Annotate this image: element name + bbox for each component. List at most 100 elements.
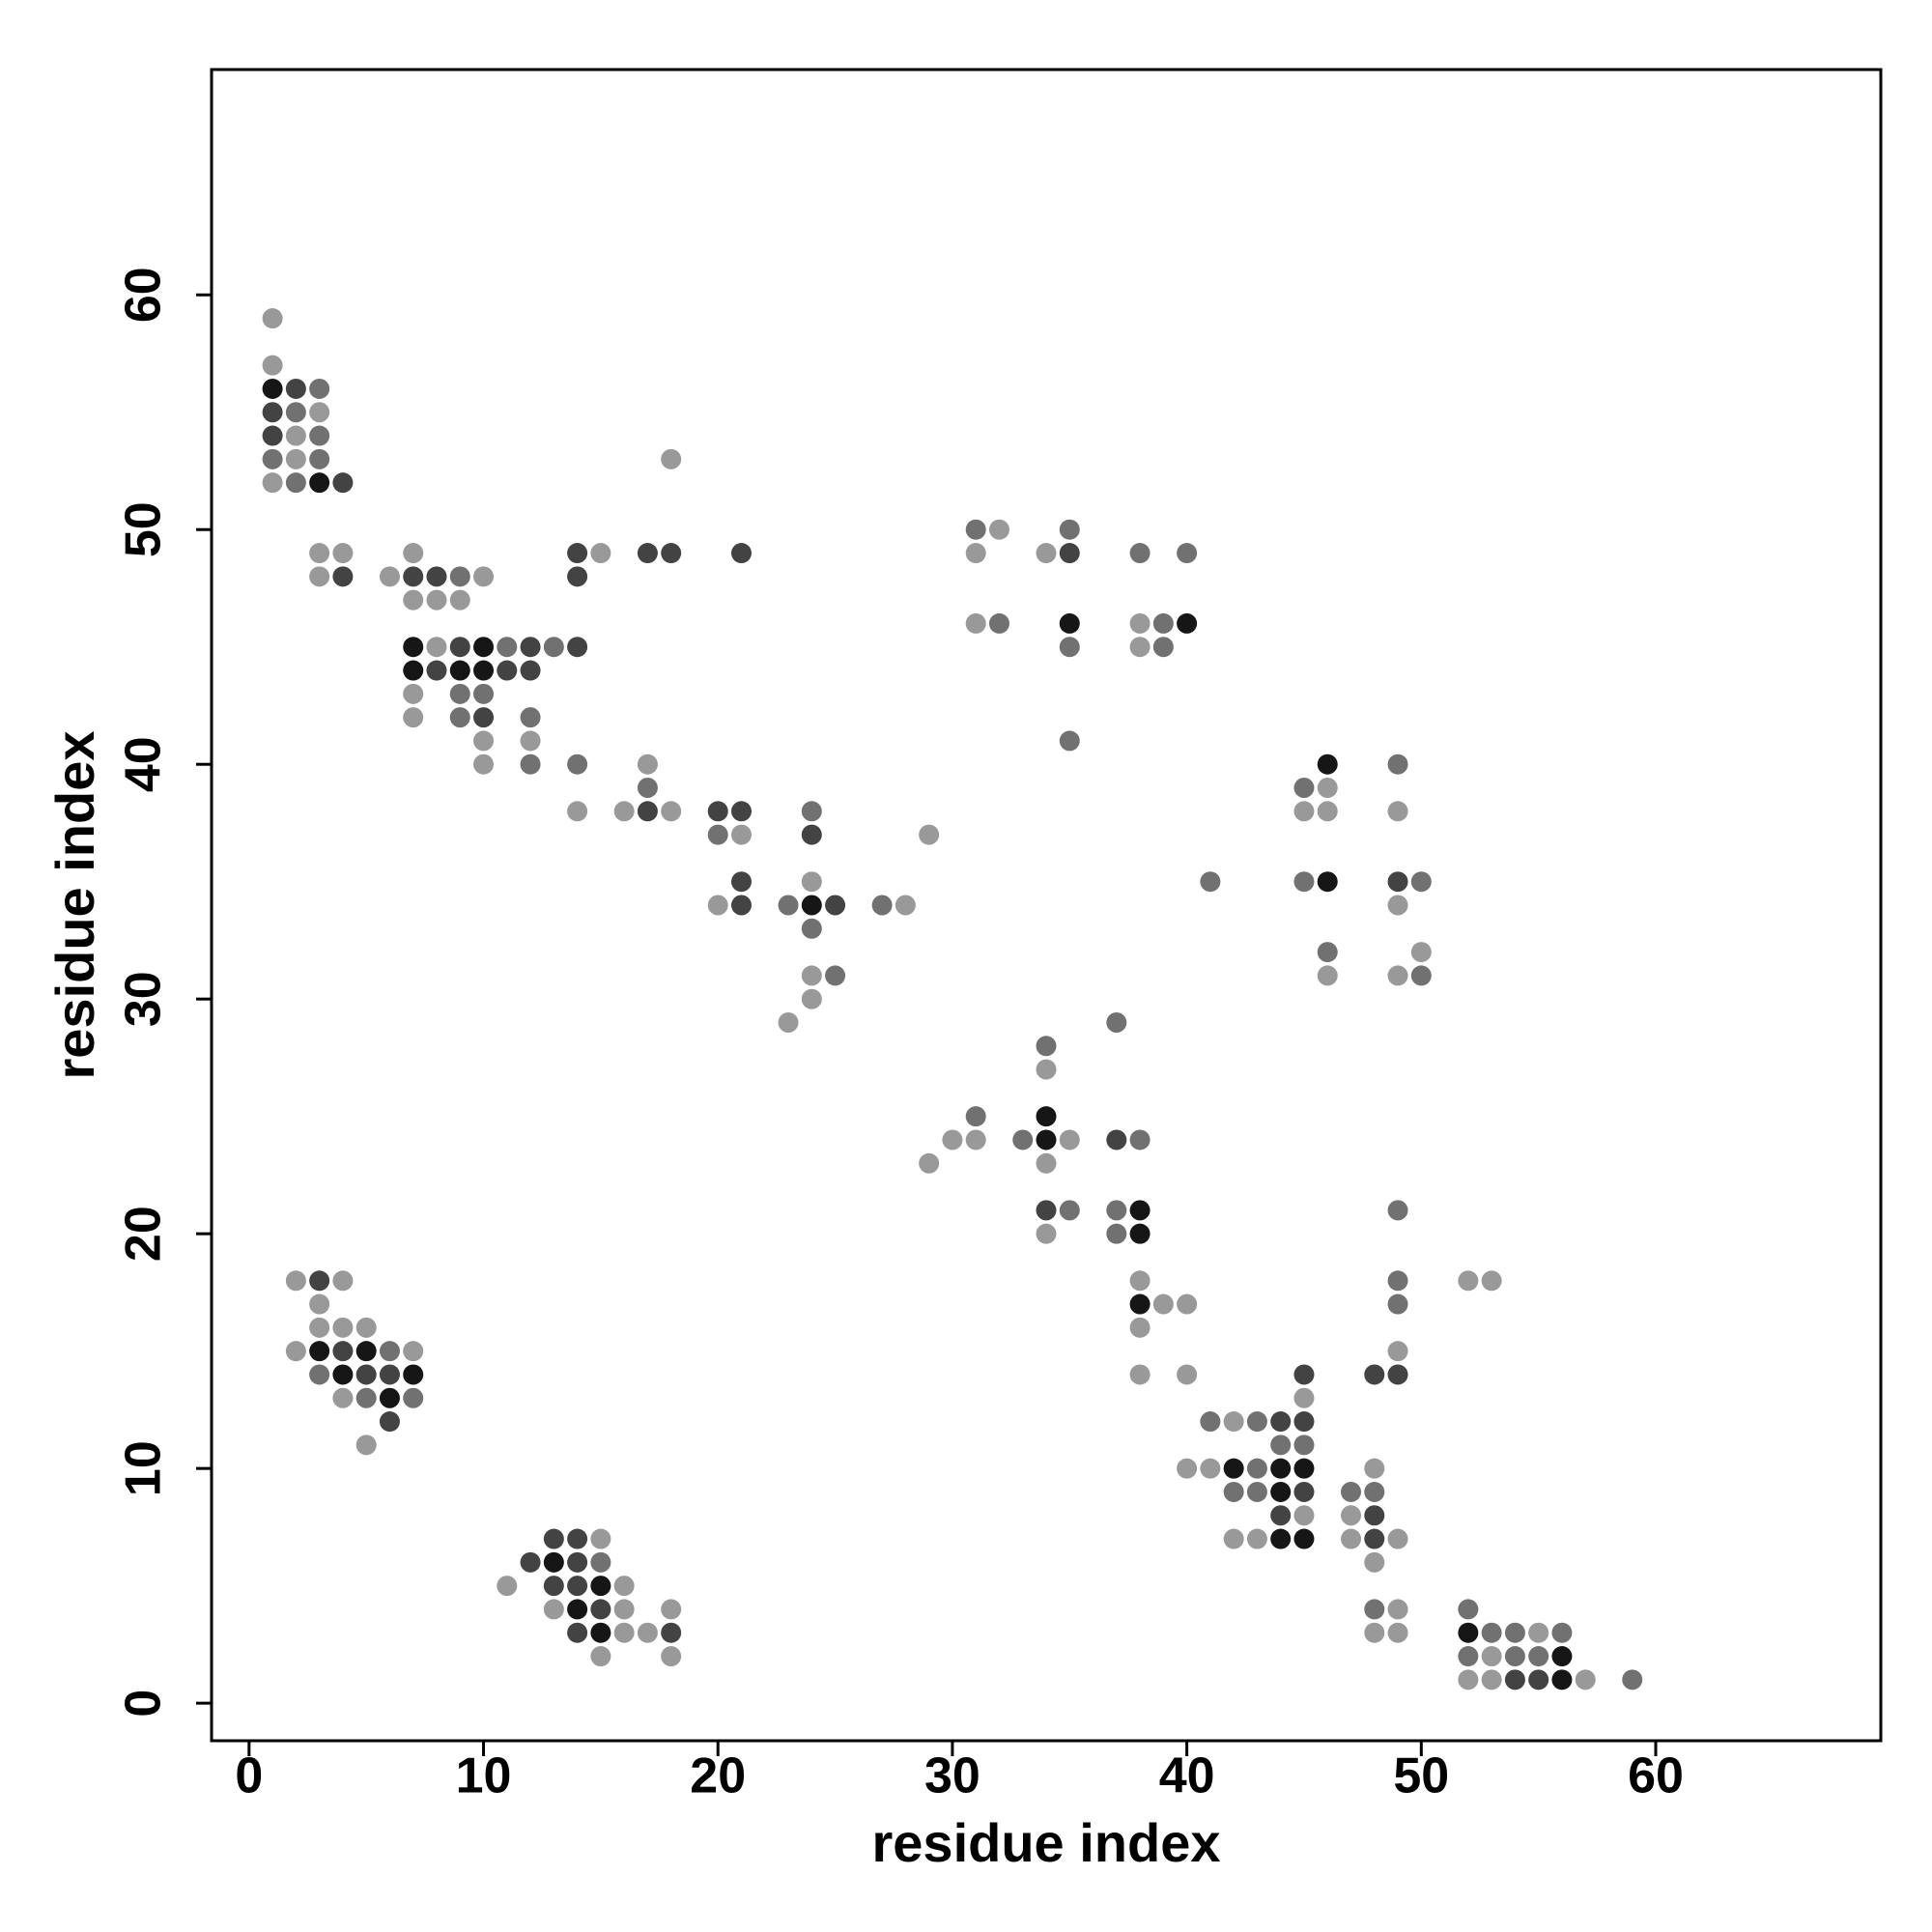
- y-tick-label: 50: [116, 501, 172, 557]
- point: [825, 895, 846, 916]
- point: [449, 589, 470, 611]
- point: [543, 1576, 564, 1597]
- point: [1410, 871, 1432, 893]
- point: [590, 1551, 611, 1573]
- point: [403, 707, 424, 728]
- point: [1129, 612, 1151, 634]
- point: [309, 402, 330, 423]
- point: [590, 1599, 611, 1620]
- point: [355, 1387, 377, 1408]
- y-tick-label: 40: [116, 736, 172, 792]
- point: [543, 637, 564, 658]
- point: [520, 707, 541, 728]
- point: [262, 402, 283, 423]
- point: [1129, 1364, 1151, 1385]
- point: [1246, 1411, 1267, 1433]
- point: [426, 660, 447, 681]
- point: [1152, 1293, 1174, 1315]
- point: [1317, 801, 1338, 822]
- point: [637, 753, 658, 775]
- point: [988, 519, 1009, 540]
- point: [613, 1599, 635, 1620]
- point: [919, 1152, 940, 1174]
- point: [309, 1293, 330, 1315]
- point: [567, 1599, 588, 1620]
- point: [942, 1129, 963, 1151]
- point: [1458, 1669, 1479, 1690]
- point: [403, 1364, 424, 1385]
- point: [355, 1364, 377, 1385]
- point: [1317, 778, 1338, 799]
- point: [543, 1599, 564, 1620]
- point: [965, 543, 986, 564]
- point: [473, 637, 495, 658]
- point: [355, 1435, 377, 1456]
- point: [309, 1270, 330, 1292]
- point: [520, 753, 541, 775]
- point: [1622, 1669, 1643, 1690]
- point: [1528, 1622, 1549, 1643]
- point: [590, 1576, 611, 1597]
- point: [661, 448, 682, 469]
- point: [1177, 612, 1198, 634]
- point: [1223, 1458, 1244, 1479]
- point: [1129, 637, 1151, 658]
- point: [473, 683, 495, 704]
- point: [1293, 1458, 1315, 1479]
- point: [497, 660, 518, 681]
- point: [1270, 1411, 1292, 1433]
- point: [1036, 1223, 1057, 1244]
- point: [988, 612, 1009, 634]
- point: [1364, 1599, 1385, 1620]
- point: [1177, 1364, 1198, 1385]
- point: [965, 1129, 986, 1151]
- point: [1458, 1646, 1479, 1667]
- point: [473, 566, 495, 587]
- point: [778, 1011, 799, 1033]
- point: [449, 660, 470, 681]
- point: [473, 660, 495, 681]
- point: [285, 1270, 306, 1292]
- point: [309, 543, 330, 564]
- point: [1293, 1528, 1315, 1549]
- point: [637, 778, 658, 799]
- point: [449, 566, 470, 587]
- point: [497, 1576, 518, 1597]
- point: [1551, 1669, 1573, 1690]
- x-axis-label: residue index: [871, 1812, 1220, 1873]
- x-tick-label: 20: [690, 1748, 746, 1804]
- point: [1341, 1528, 1362, 1549]
- point: [567, 753, 588, 775]
- point: [1293, 778, 1315, 799]
- point: [637, 801, 658, 822]
- point: [613, 1576, 635, 1597]
- point: [1223, 1481, 1244, 1502]
- point: [801, 801, 822, 822]
- point: [1551, 1622, 1573, 1643]
- point: [379, 1364, 400, 1385]
- point: [285, 425, 306, 446]
- point: [332, 566, 354, 587]
- point: [262, 448, 283, 469]
- point: [965, 519, 986, 540]
- point: [1106, 1200, 1127, 1221]
- x-tick-label: 40: [1159, 1748, 1215, 1804]
- point: [965, 1106, 986, 1127]
- point: [730, 801, 752, 822]
- point: [1129, 1129, 1151, 1151]
- point: [285, 378, 306, 399]
- point: [1410, 942, 1432, 963]
- point: [1458, 1270, 1479, 1292]
- point: [661, 1622, 682, 1643]
- point: [1293, 1387, 1315, 1408]
- point: [379, 566, 400, 587]
- point: [1528, 1669, 1549, 1690]
- point: [590, 1622, 611, 1643]
- point: [1481, 1646, 1502, 1667]
- point: [1364, 1622, 1385, 1643]
- point: [1387, 1599, 1408, 1620]
- point: [661, 801, 682, 822]
- point: [1152, 637, 1174, 658]
- point: [497, 637, 518, 658]
